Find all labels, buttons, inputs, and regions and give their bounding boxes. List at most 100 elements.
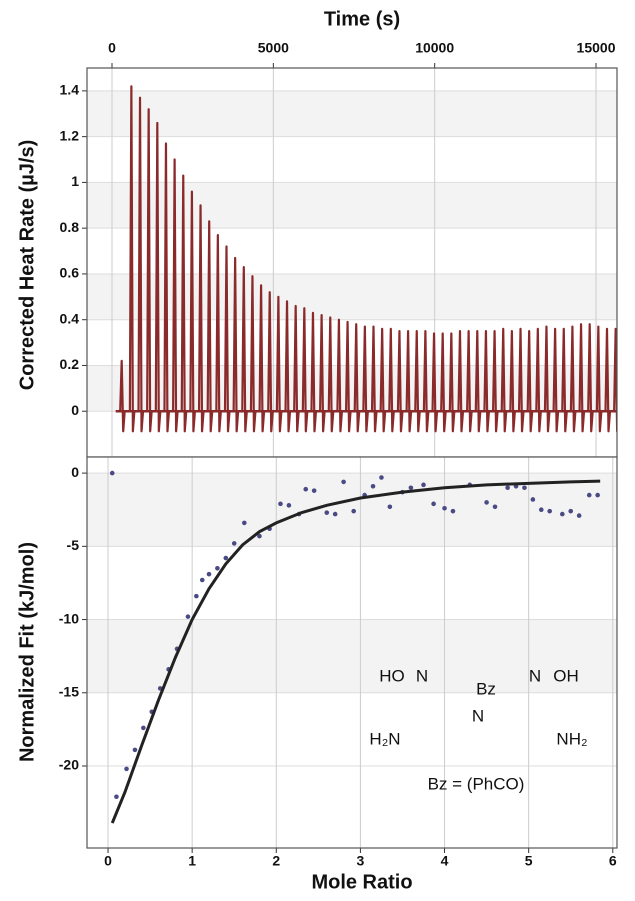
peak <box>578 323 586 433</box>
structure-label: N <box>416 666 428 685</box>
peak <box>414 330 421 433</box>
peak <box>509 330 516 433</box>
peak <box>604 327 612 433</box>
data-point <box>595 492 600 498</box>
peak <box>483 330 491 433</box>
structure-label: OH <box>553 666 579 685</box>
peak <box>319 314 326 433</box>
peak <box>146 108 153 433</box>
data-point <box>450 508 456 514</box>
peak <box>405 330 413 433</box>
fit-line <box>110 479 601 824</box>
data-point <box>431 501 436 507</box>
x-tick-label: 5000 <box>258 40 289 56</box>
peak <box>206 220 214 433</box>
x-tick-label: 6 <box>609 853 617 869</box>
y-tick-label: -15 <box>59 683 79 699</box>
data-point <box>132 747 138 753</box>
x-tick-label: 0 <box>108 40 116 56</box>
peak <box>336 318 344 433</box>
data-point <box>109 470 115 476</box>
data-point <box>124 766 129 772</box>
data-point <box>311 488 317 493</box>
data-point <box>408 485 414 491</box>
y-tick-label: 0 <box>71 464 79 480</box>
data-point <box>505 485 510 491</box>
data-point <box>379 475 384 480</box>
peak <box>457 330 465 433</box>
data-point <box>141 725 146 731</box>
peak <box>258 284 266 433</box>
peak <box>422 330 430 433</box>
peak <box>500 327 508 433</box>
peak <box>189 190 196 433</box>
plot-marks <box>109 470 601 824</box>
peak <box>154 121 162 433</box>
peak <box>119 359 126 433</box>
data-point <box>387 504 393 510</box>
x-tick-label: 4 <box>441 853 449 869</box>
peak <box>613 327 617 433</box>
peak <box>379 327 387 433</box>
x-tick-label: 0 <box>104 853 112 869</box>
plot-marks <box>115 85 617 433</box>
x-tick-label: 3 <box>357 853 365 869</box>
peak <box>197 204 205 433</box>
data-point <box>206 571 212 577</box>
data-point <box>303 486 309 492</box>
x-axis-title: Mole Ratio <box>311 871 412 893</box>
peak <box>284 300 292 433</box>
peak <box>327 316 335 433</box>
peak <box>587 323 594 433</box>
data-point <box>484 500 489 505</box>
peak <box>388 327 395 433</box>
y-tick-label: 0.2 <box>60 356 80 372</box>
peak <box>466 330 473 433</box>
data-point <box>538 507 544 513</box>
peak <box>241 265 248 433</box>
y-tick-label: -10 <box>59 610 79 626</box>
peak <box>223 245 231 433</box>
y-tick-label: 0.6 <box>60 265 80 281</box>
x-tick-label: 1 <box>188 853 196 869</box>
peak <box>215 233 222 433</box>
data-point <box>442 505 447 511</box>
data-point <box>351 508 356 514</box>
data-point <box>257 533 262 539</box>
data-point <box>194 593 199 599</box>
data-point <box>492 504 498 510</box>
data-point <box>278 501 283 507</box>
peak <box>431 332 439 433</box>
peak <box>128 85 136 433</box>
peak <box>396 330 404 433</box>
peak <box>569 325 577 433</box>
peak <box>440 332 447 433</box>
peak <box>517 327 525 433</box>
peak <box>370 325 378 433</box>
x-tick-label: 2 <box>272 853 280 869</box>
peak <box>267 291 274 433</box>
peak <box>474 330 482 433</box>
peak <box>137 96 145 433</box>
x-tick-label: 5 <box>525 853 533 869</box>
peak <box>293 304 300 433</box>
data-point <box>324 510 330 515</box>
peak <box>491 330 499 433</box>
data-point <box>560 511 565 517</box>
y-axis-title: Normalized Fit (kJ/mol) <box>16 542 38 762</box>
peak <box>301 307 309 433</box>
structure-label: N <box>472 706 484 725</box>
y-tick-label: 0.4 <box>60 310 80 326</box>
data-point <box>547 508 552 514</box>
data-point <box>421 482 426 488</box>
peak <box>232 256 240 433</box>
data-point <box>223 555 229 561</box>
y-tick-label: 1.4 <box>60 82 80 98</box>
structure-caption: Bz = (PhCO) <box>428 774 525 793</box>
y-tick-label: 1.2 <box>60 127 80 143</box>
data-point <box>215 565 220 571</box>
peak <box>535 327 542 433</box>
peak <box>249 275 257 433</box>
peak <box>543 325 551 433</box>
